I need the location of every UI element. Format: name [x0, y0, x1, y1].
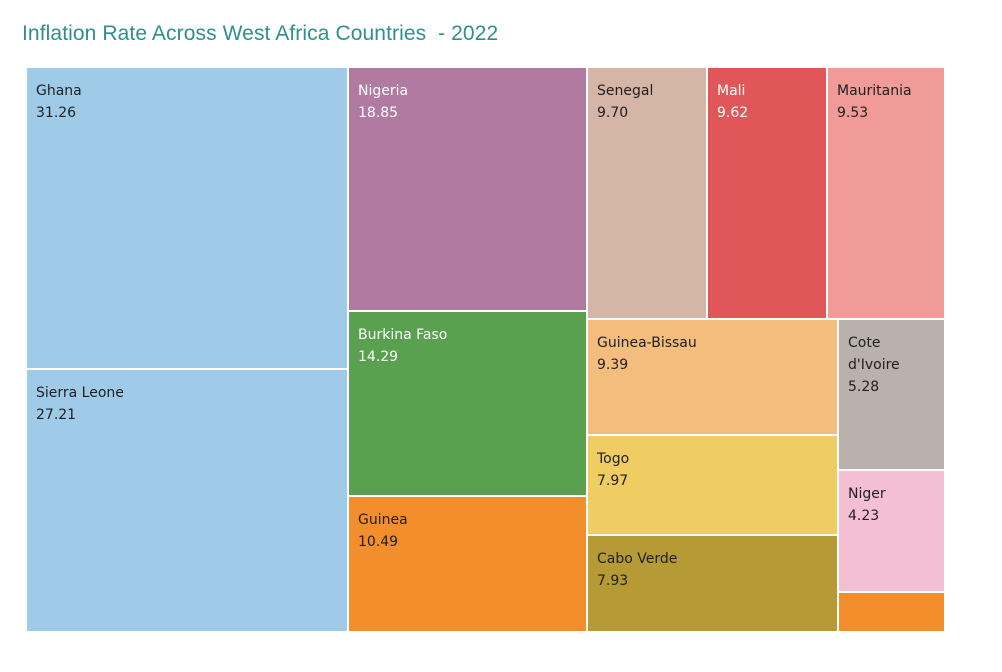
tile-label: Cabo Verde 7.93	[597, 548, 677, 592]
tile-name: Nigeria	[358, 83, 409, 99]
tile-label: Togo 7.97	[597, 448, 629, 492]
tile-name: Guinea	[358, 512, 408, 528]
tile-label: Ghana 31.26	[36, 80, 82, 124]
tile-label: Nigeria 18.85	[358, 80, 408, 124]
treemap-tile-mauritania[interactable]: Mauritania 9.53	[827, 67, 945, 319]
tile-name: Mauritania	[837, 83, 912, 99]
tile-label: Niger 4.23	[848, 483, 886, 527]
tile-name: Sierra Leone	[36, 385, 124, 401]
tile-value: 31.26	[36, 105, 77, 121]
tile-name: Cote d'Ivoire	[848, 335, 900, 373]
treemap-tile-togo[interactable]: Togo 7.97	[587, 435, 838, 535]
tile-value: 27.21	[36, 407, 77, 423]
tile-value: 18.85	[358, 105, 399, 121]
tile-value: 5.28	[848, 379, 880, 395]
tile-value: 10.49	[358, 534, 399, 550]
tile-name: Niger	[848, 486, 886, 502]
tile-label: Senegal 9.70	[597, 80, 653, 124]
tile-value: 7.97	[597, 473, 629, 489]
tile-value: 4.23	[848, 508, 880, 524]
tile-name: Guinea-Bissau	[597, 335, 697, 351]
treemap-tile-cote-d-ivoire[interactable]: Cote d'Ivoire 5.28	[838, 319, 945, 470]
tile-value: 9.70	[597, 105, 629, 121]
treemap-tile-cabo-verde[interactable]: Cabo Verde 7.93	[587, 535, 838, 632]
tile-value: 7.93	[597, 573, 629, 589]
tile-label: Mali 9.62	[717, 80, 748, 124]
tile-label: Cote d'Ivoire 5.28	[848, 332, 900, 398]
treemap-tile-senegal[interactable]: Senegal 9.70	[587, 67, 707, 319]
tile-label: Mauritania 9.53	[837, 80, 912, 124]
tile-name: Burkina Faso	[358, 327, 448, 343]
tile-value: 9.62	[717, 105, 749, 121]
treemap-tile-guinea-bissau[interactable]: Guinea-Bissau 9.39	[587, 319, 838, 435]
tile-value: 14.29	[358, 349, 399, 365]
tile-name: Togo	[597, 451, 630, 467]
tile-name: Mali	[717, 83, 746, 99]
tile-label: Guinea-Bissau 9.39	[597, 332, 697, 376]
tile-name: Senegal	[597, 83, 654, 99]
treemap-tile-burkina-faso[interactable]: Burkina Faso 14.29	[348, 311, 587, 496]
tile-name: Cabo Verde	[597, 551, 678, 567]
treemap-tile-niger[interactable]: Niger 4.23	[838, 470, 945, 592]
treemap-tile-sierra-leone[interactable]: Sierra Leone 27.21	[26, 369, 348, 632]
chart-title: Inflation Rate Across West Africa Countr…	[22, 22, 499, 45]
treemap-tile-guinea[interactable]: Guinea 10.49	[348, 496, 587, 632]
tile-label: Guinea 10.49	[358, 509, 408, 553]
tile-label: Sierra Leone 27.21	[36, 382, 124, 426]
treemap-tile-unlabeled[interactable]	[838, 592, 945, 632]
treemap-tile-nigeria[interactable]: Nigeria 18.85	[348, 67, 587, 311]
treemap-tile-ghana[interactable]: Ghana 31.26	[26, 67, 348, 369]
tile-label: Burkina Faso 14.29	[358, 324, 447, 368]
tile-value: 9.53	[837, 105, 869, 121]
tile-name: Ghana	[36, 83, 82, 99]
tile-value: 9.39	[597, 357, 629, 373]
treemap-tile-mali[interactable]: Mali 9.62	[707, 67, 827, 319]
